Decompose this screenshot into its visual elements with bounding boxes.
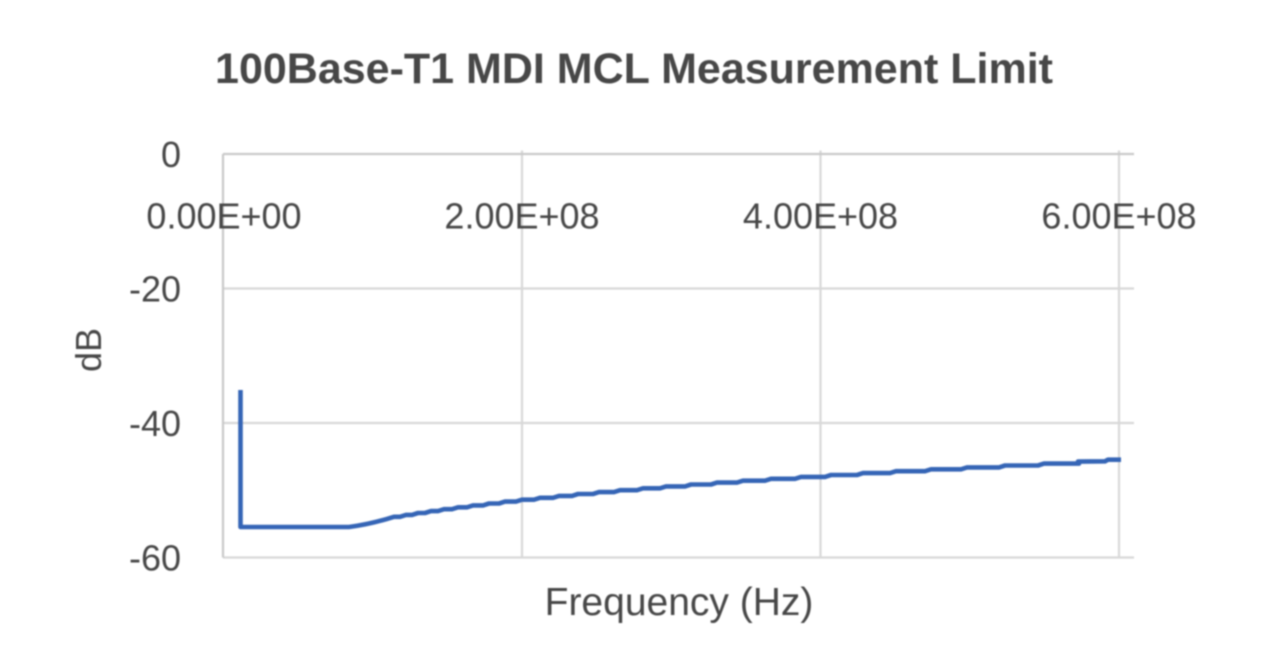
- svg-text:0.00E+00: 0.00E+00: [146, 196, 301, 237]
- svg-text:Frequency (Hz): Frequency (Hz): [545, 581, 814, 624]
- svg-text:6.00E+08: 6.00E+08: [1041, 196, 1196, 237]
- svg-text:dB: dB: [68, 328, 109, 372]
- svg-text:0: 0: [161, 134, 181, 175]
- svg-text:100Base-T1 MDI MCL Measurement: 100Base-T1 MDI MCL Measurement Limit: [215, 45, 1053, 93]
- svg-text:2.00E+08: 2.00E+08: [444, 196, 599, 237]
- svg-text:4.00E+08: 4.00E+08: [743, 196, 898, 237]
- svg-text:-20: -20: [129, 269, 181, 310]
- svg-text:-40: -40: [129, 403, 181, 444]
- svg-text:-60: -60: [129, 538, 181, 579]
